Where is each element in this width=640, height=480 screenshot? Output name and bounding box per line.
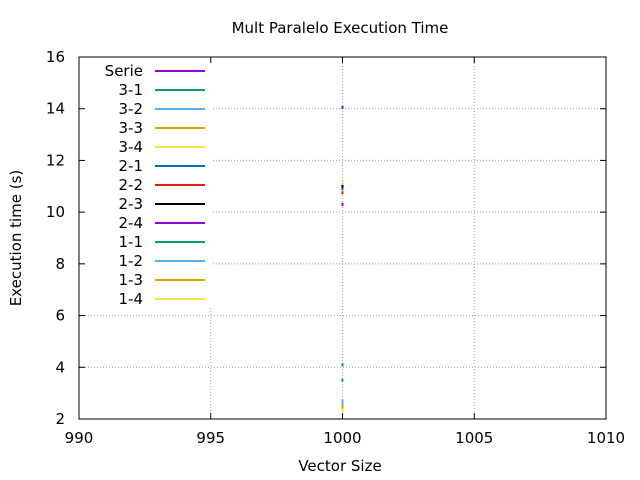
x-tick-label: 1010 [587, 429, 625, 447]
y-tick-label: 2 [55, 410, 65, 428]
legend-label: 3-2 [119, 100, 144, 118]
x-tick-label: 1005 [455, 429, 493, 447]
y-tick-label: 16 [46, 48, 65, 66]
legend-label: 2-3 [119, 195, 144, 213]
legend-label: 2-1 [119, 157, 144, 175]
grid [79, 57, 606, 419]
y-tick-label: 14 [46, 100, 65, 118]
y-tick-label: 4 [55, 358, 65, 376]
legend-label: 3-4 [119, 138, 144, 156]
x-tick-label: 995 [196, 429, 225, 447]
legend-label: 1-3 [119, 271, 144, 289]
legend-label: 2-4 [119, 214, 144, 232]
chart-title: Mult Paralelo Execution Time [232, 19, 449, 37]
y-tick-label: 8 [55, 255, 65, 273]
x-tick-label: 1000 [323, 429, 361, 447]
legend-label: 1-2 [119, 252, 144, 270]
x-axis-label: Vector Size [298, 457, 381, 475]
legend-label: 1-4 [119, 290, 144, 308]
legend-label: Serie [105, 62, 143, 80]
legend-label: 1-1 [119, 233, 144, 251]
legend-label: 3-1 [119, 81, 144, 99]
x-tick-label: 990 [65, 429, 94, 447]
y-tick-label: 12 [46, 151, 65, 169]
legend-label: 2-2 [119, 176, 144, 194]
legend: Serie3-13-23-33-42-12-22-32-41-11-21-31-… [105, 62, 205, 308]
y-axis-label: Execution time (s) [7, 170, 25, 307]
legend-label: 3-3 [119, 119, 144, 137]
y-tick-label: 6 [55, 307, 65, 325]
y-tick-label: 10 [46, 203, 65, 221]
axis-ticks: 990 995 1000 1005 1010 2 4 6 8 10 12 14 16 [46, 48, 625, 447]
